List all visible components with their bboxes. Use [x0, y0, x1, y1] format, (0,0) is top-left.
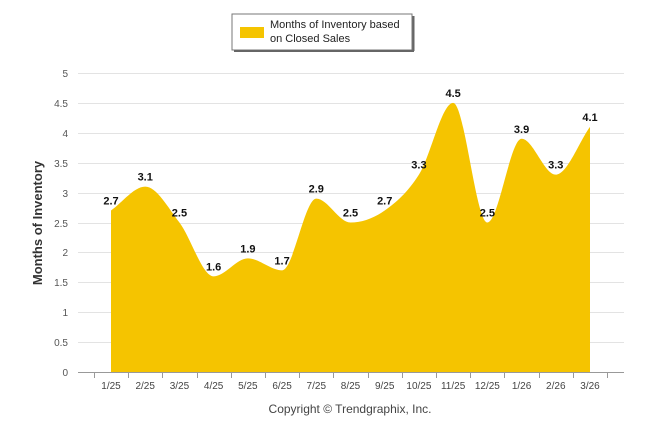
- y-tick-label: 4.5: [54, 99, 68, 110]
- x-tick-label: 12/25: [475, 381, 500, 392]
- data-label: 3.3: [548, 160, 563, 172]
- x-tick-label: 3/25: [170, 381, 190, 392]
- axis-layer: 0 0.5 1 1.5 2 2.5 3 3.5 4 4.5 5 1/25 2/25 3/25 4/25 5/2…: [54, 69, 624, 392]
- x-tick-label: 1/25: [101, 381, 121, 392]
- x-tick-label: 7/25: [307, 381, 327, 392]
- legend-label-line2: on Closed Sales: [270, 33, 351, 45]
- data-label: 2.7: [377, 196, 392, 208]
- x-tick-label: 8/25: [341, 381, 361, 392]
- x-tick-label: 5/25: [238, 381, 258, 392]
- y-tick-label: 1: [62, 308, 68, 319]
- copyright-credit: Copyright © Trendgraphix, Inc.: [269, 402, 432, 416]
- data-label: 1.6: [206, 261, 221, 273]
- x-tick-label: 4/25: [204, 381, 224, 392]
- y-tick-label: 0: [62, 368, 68, 379]
- y-axis-title: Months of Inventory: [30, 160, 45, 285]
- y-tick-label: 4: [62, 129, 68, 140]
- x-tick-label: 3/26: [580, 381, 600, 392]
- data-label: 3.9: [514, 124, 529, 136]
- y-tick-label: 5: [62, 69, 68, 80]
- legend-swatch: [240, 27, 264, 38]
- data-label: 2.9: [309, 184, 324, 196]
- x-tick-label: 1/26: [512, 381, 532, 392]
- y-tick-label: 3.5: [54, 159, 68, 170]
- data-label: 2.5: [343, 208, 358, 220]
- x-tick-label: 9/25: [375, 381, 395, 392]
- area-series[interactable]: [111, 102, 590, 373]
- data-label: 1.9: [240, 243, 255, 255]
- x-tick-label: 6/25: [272, 381, 292, 392]
- data-label: 4.5: [445, 88, 460, 100]
- data-label: 4.1: [582, 112, 597, 124]
- data-label: 1.7: [274, 255, 289, 267]
- y-tick-label: 2: [62, 248, 68, 259]
- data-label: 2.5: [480, 208, 495, 220]
- legend-label-line1: Months of Inventory based: [270, 19, 400, 31]
- x-tick-label: 11/25: [441, 381, 466, 392]
- data-label-layer: 2.7 3.1 2.5 1.6 1.9 1.7 2.9 2.5 2.7 3.3 4.5 2.5 3.9 3…: [103, 88, 597, 273]
- data-label: 2.5: [172, 208, 187, 220]
- y-tick-label: 0.5: [54, 338, 68, 349]
- data-label: 3.1: [138, 172, 153, 184]
- y-tick-label: 3: [62, 189, 68, 200]
- y-tick-label: 1.5: [54, 278, 68, 289]
- data-label: 2.7: [103, 196, 118, 208]
- x-tick-label: 2/25: [135, 381, 155, 392]
- x-tick-label: 10/25: [406, 381, 431, 392]
- area-layer: [111, 102, 590, 373]
- legend[interactable]: Months of Inventory based on Closed Sale…: [231, 13, 415, 52]
- data-label: 3.3: [411, 160, 426, 172]
- x-tick-label: 2/26: [546, 381, 566, 392]
- y-tick-label: 2.5: [54, 219, 68, 230]
